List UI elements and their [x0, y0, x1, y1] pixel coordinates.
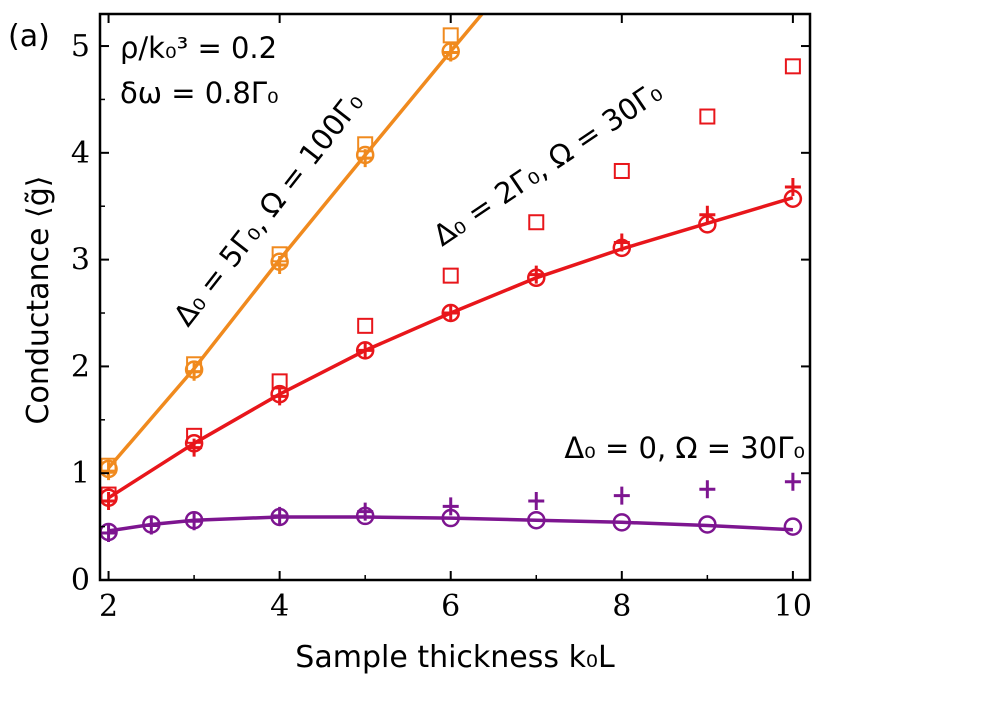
circle-marker: [270, 252, 289, 272]
y-tick-label-2: 2: [71, 349, 90, 384]
x-axis-label: Sample thickness k₀L: [295, 640, 615, 675]
plus-marker: [271, 255, 288, 274]
y-tick-label-4: 4: [71, 136, 90, 171]
ticks-layer: 2 4 6 8 10 0 1 2 3 4 5: [71, 14, 812, 624]
square-marker: [528, 214, 545, 231]
series-0: [100, 14, 485, 481]
circle-marker: [612, 513, 632, 532]
density-annotation: ρ/k₀³ = 0.2: [120, 31, 277, 65]
y-axis-label: Conductance ⟨g̃⟩: [21, 176, 56, 425]
series-orange-label: Δ₀ = 5Γ₀, Ω = 100Γ₀: [167, 85, 370, 332]
x-tick-label-2: 2: [99, 589, 118, 624]
plus-marker: [442, 304, 459, 323]
square-marker: [442, 267, 459, 284]
series-1: [100, 58, 803, 510]
circle-marker: [783, 517, 803, 536]
circle-marker: [527, 268, 546, 288]
y-tick-label-1: 1: [71, 456, 90, 491]
plus-marker: [613, 486, 630, 505]
square-marker: [613, 162, 630, 179]
detuning-annotation: δω = 0.8Γ₀: [120, 76, 279, 110]
circle-marker: [184, 434, 204, 453]
square-marker: [357, 317, 374, 334]
series-layer: [100, 14, 803, 543]
series-purple-label: Δ₀ = 0, Ω = 30Γ₀: [564, 431, 805, 465]
plot-frame: [98, 12, 812, 582]
circle-marker: [698, 515, 717, 534]
panel-label: (a): [8, 19, 50, 54]
circle-marker: [270, 507, 289, 527]
circle-marker: [441, 42, 460, 61]
circle-marker: [270, 384, 289, 404]
circle-marker: [612, 238, 632, 258]
circle-marker: [441, 303, 460, 323]
circle-marker: [698, 215, 717, 234]
plus-marker: [784, 178, 801, 197]
plot-area: [100, 14, 803, 543]
series-line-0: [107, 14, 485, 470]
plus-marker: [357, 341, 374, 360]
x-tick-label-10: 10: [774, 589, 812, 624]
square-marker: [442, 27, 459, 44]
square-marker: [784, 58, 801, 75]
x-tick-label-8: 8: [612, 589, 631, 624]
plus-marker: [784, 472, 801, 491]
circle-marker: [441, 508, 460, 528]
circle-marker: [142, 515, 161, 534]
square-marker: [699, 108, 716, 125]
y-tick-label-3: 3: [71, 243, 90, 278]
circle-marker: [783, 189, 803, 209]
y-tick-label-5: 5: [71, 29, 90, 64]
plus-marker: [699, 205, 716, 224]
circle-marker: [355, 145, 375, 165]
series-2: [100, 472, 803, 543]
series-red-label: Δ₀ = 2Γ₀, Ω = 30Γ₀: [427, 74, 669, 252]
circle-marker: [527, 510, 546, 530]
x-tick-label-4: 4: [270, 589, 289, 624]
x-tick-label-6: 6: [441, 589, 460, 624]
plus-marker: [442, 497, 459, 516]
plus-marker: [699, 480, 716, 499]
circle-marker: [355, 506, 375, 526]
circle-marker: [355, 341, 375, 360]
plus-marker: [528, 491, 545, 510]
circle-marker: [184, 360, 204, 379]
y-tick-label-0: 0: [71, 563, 90, 598]
series-line-2: [108, 515, 793, 533]
circle-marker: [184, 510, 204, 530]
